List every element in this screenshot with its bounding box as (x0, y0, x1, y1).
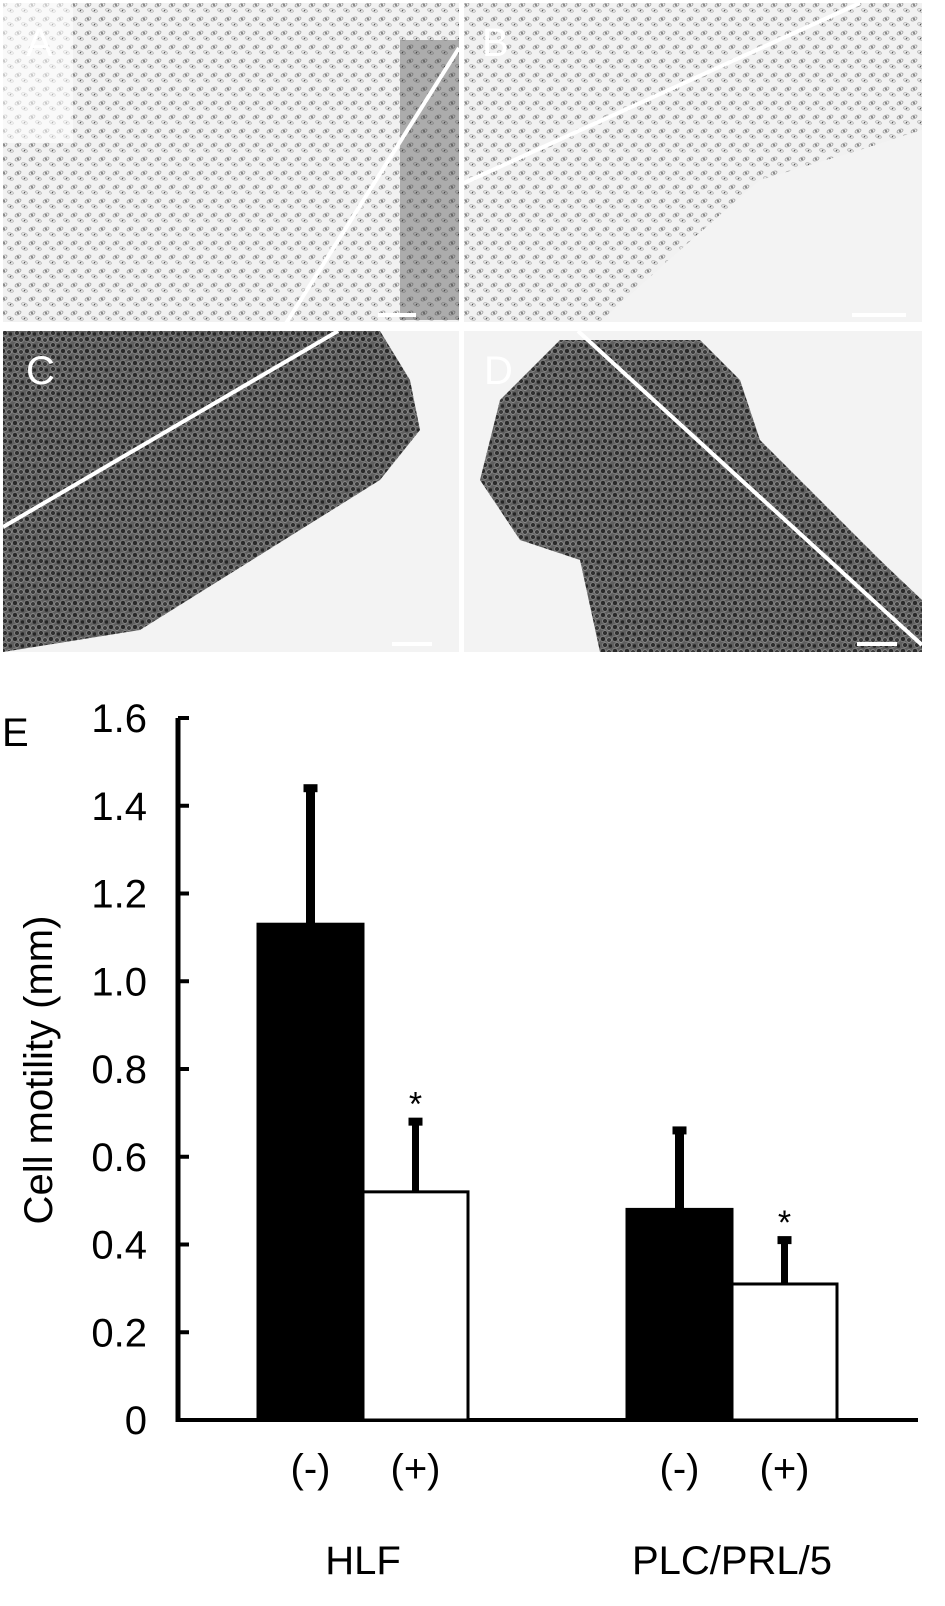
panel-d-wound-edge-line (576, 331, 922, 647)
panel-e-label: E (2, 711, 29, 755)
y-tick-label: 1.6 (91, 697, 147, 741)
panel-c-wound-edge-line (3, 331, 340, 529)
y-tick-label: 0.4 (91, 1224, 147, 1268)
panel-a-clear-area (3, 3, 73, 143)
x-subcategory-label: (+) (760, 1447, 810, 1491)
y-tick-label: 0.6 (91, 1136, 147, 1180)
y-tick-label: 0.8 (91, 1048, 147, 1092)
x-subcategory-label: (-) (660, 1447, 700, 1491)
panel-c-cell-sheet (3, 331, 420, 652)
micrograph-panel-b: B (464, 3, 922, 322)
micrograph-panel-a: A (3, 3, 459, 322)
x-subcategory-label: (+) (391, 1447, 441, 1491)
chart-bars (256, 784, 839, 1422)
panel-d-cell-sheet (480, 340, 922, 652)
bar (361, 1190, 470, 1422)
y-tick-label: 1.2 (91, 873, 147, 917)
panel-c-label: C (26, 349, 55, 393)
panel-a-background (3, 3, 459, 322)
chart-labels: 0 0.2 0.4 0.6 0.8 1.0 1.2 1.4 1.6 (-) * (+) HLF (-) * (… (91, 697, 832, 1583)
y-tick-label: 0.2 (91, 1311, 147, 1355)
y-axis-label: Cell motility (mm) (17, 916, 61, 1225)
y-tick-label: 1.4 (91, 785, 147, 829)
x-subcategory-label: (-) (291, 1447, 331, 1491)
panel-d-label: D (484, 349, 513, 393)
significance-marker: * (778, 1204, 791, 1242)
panel-a-label: A (26, 21, 53, 65)
significance-marker: * (409, 1086, 422, 1124)
x-group-label: PLC/PRL/5 (632, 1539, 832, 1583)
bar (730, 1282, 839, 1422)
panel-b-wound-area (600, 130, 922, 322)
panel-b-wound-edge-line (464, 3, 861, 185)
panel-b-label: B (482, 21, 509, 65)
panel-a-dense-area (400, 40, 459, 320)
micrograph-panel-c: C (3, 331, 459, 652)
x-group-label: HLF (325, 1539, 401, 1583)
micrograph-panel-d: D (464, 331, 922, 652)
y-tick-label: 0 (125, 1399, 147, 1443)
y-tick-label: 1.0 (91, 960, 147, 1004)
panel-a-wound-edge-line (284, 46, 459, 322)
